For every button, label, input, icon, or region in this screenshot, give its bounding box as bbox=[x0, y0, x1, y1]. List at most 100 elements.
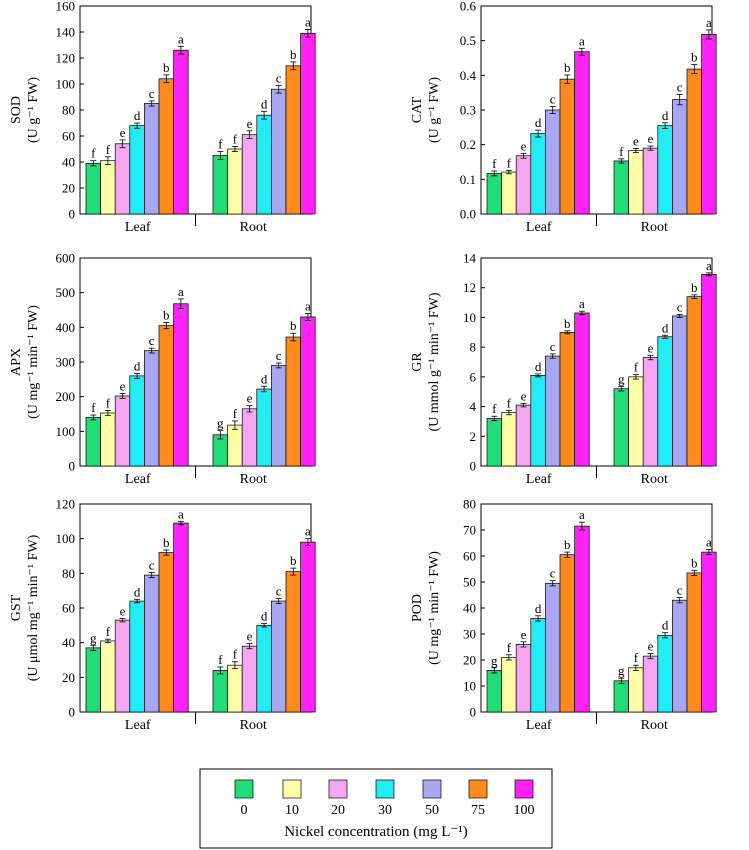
legend-item: 100 bbox=[514, 779, 535, 818]
legend-item: 10 bbox=[282, 779, 302, 818]
bar bbox=[173, 49, 189, 215]
significance-letter: c bbox=[149, 557, 155, 572]
y-axis-label-name: APX bbox=[9, 348, 24, 376]
bar bbox=[686, 296, 702, 467]
x-category-label: Root bbox=[641, 718, 668, 733]
bar bbox=[701, 34, 717, 215]
bar bbox=[613, 680, 629, 713]
significance-letter: e bbox=[521, 627, 527, 642]
significance-letter: a bbox=[706, 258, 712, 273]
significance-letter: d bbox=[535, 359, 542, 374]
significance-letter: b bbox=[691, 280, 698, 295]
significance-letter: a bbox=[305, 524, 311, 539]
significance-letter: e bbox=[648, 639, 654, 654]
y-tick-label: 10 bbox=[463, 310, 476, 325]
y-tick-label: 20 bbox=[62, 670, 75, 685]
bar bbox=[114, 395, 131, 467]
significance-letter: c bbox=[677, 79, 683, 94]
significance-letter: g bbox=[90, 630, 97, 645]
legend-item: 50 bbox=[422, 779, 442, 818]
y-axis-label-unit: (U μmol mg⁻¹ min⁻¹ FW) bbox=[26, 534, 41, 681]
significance-letter: f bbox=[91, 400, 96, 415]
significance-letter: c bbox=[276, 583, 282, 598]
significance-letter: e bbox=[247, 629, 253, 644]
significance-letter: d bbox=[261, 371, 268, 386]
bar bbox=[642, 655, 659, 713]
bar bbox=[256, 624, 272, 713]
y-tick-label: 12 bbox=[463, 280, 476, 295]
x-category-label: Root bbox=[240, 472, 267, 487]
legend-swatch bbox=[375, 779, 395, 799]
bar bbox=[85, 647, 101, 713]
bar bbox=[85, 417, 101, 467]
y-tick-label: 0 bbox=[470, 459, 477, 474]
y-tick-label: 40 bbox=[463, 601, 476, 616]
bar bbox=[256, 388, 272, 467]
significance-letter: d bbox=[662, 618, 669, 633]
legend-item: 0 bbox=[234, 779, 254, 818]
significance-letter: e bbox=[648, 131, 654, 146]
y-tick-label: 0 bbox=[69, 207, 76, 222]
significance-letter: f bbox=[233, 406, 238, 421]
legend-label: 100 bbox=[514, 803, 535, 818]
y-tick-label: 0.6 bbox=[460, 0, 477, 14]
significance-letter: a bbox=[178, 31, 184, 46]
bar bbox=[701, 273, 717, 467]
bar bbox=[158, 78, 174, 215]
bar bbox=[271, 88, 287, 215]
bar bbox=[285, 65, 301, 215]
y-tick-label: 100 bbox=[56, 531, 76, 546]
significance-letter: a bbox=[579, 296, 585, 311]
bar bbox=[515, 155, 532, 215]
significance-letter: b bbox=[290, 47, 297, 62]
legend-swatch bbox=[328, 779, 348, 799]
significance-letter: g bbox=[618, 372, 625, 387]
significance-letter: d bbox=[535, 115, 542, 130]
bar bbox=[628, 376, 644, 467]
significance-letter: e bbox=[648, 340, 654, 355]
bar bbox=[173, 522, 189, 713]
legend-swatch bbox=[422, 779, 442, 799]
legend-item: 30 bbox=[375, 779, 395, 818]
bar bbox=[227, 148, 243, 215]
y-tick-label: 20 bbox=[463, 653, 476, 668]
significance-letter: f bbox=[106, 624, 111, 639]
x-category-label: Leaf bbox=[125, 718, 151, 733]
significance-letter: g bbox=[491, 653, 498, 668]
significance-letter: f bbox=[634, 650, 639, 665]
y-axis-label-unit: (U g⁻¹ FW) bbox=[26, 77, 41, 143]
legend-item: 75 bbox=[468, 779, 488, 818]
significance-letter: f bbox=[507, 155, 512, 170]
bar bbox=[300, 316, 316, 467]
chart-panel-cat: 0.0 0.1 0.2 0.3 0.4 0.5 0.6 Leaf Root CAT (U g⁻¹ F… bbox=[410, 0, 717, 235]
significance-letter: f bbox=[634, 360, 639, 375]
bar bbox=[271, 365, 287, 467]
y-axis-label: POD (U mg⁻¹ min⁻¹ FW) bbox=[410, 551, 442, 665]
y-tick-label: 8 bbox=[470, 340, 477, 355]
y-tick-label: 120 bbox=[56, 497, 76, 512]
y-tick-label: 100 bbox=[56, 77, 76, 92]
significance-letter: f bbox=[218, 652, 223, 667]
chart-panel-apx: 0 100 200 300 400 500 600 Leaf Root APX (U mg⁻¹ mi… bbox=[9, 251, 316, 487]
bar bbox=[628, 150, 644, 215]
significance-letter: c bbox=[677, 583, 683, 598]
chart-panel-gst: 0 20 40 60 80 100 120 Leaf Root GST (U μmol mg⁻¹ m… bbox=[9, 497, 316, 733]
bar bbox=[545, 355, 561, 467]
legend-label: 30 bbox=[378, 803, 392, 818]
significance-letter: c bbox=[276, 70, 282, 85]
significance-letter: d bbox=[662, 320, 669, 335]
y-tick-label: 40 bbox=[62, 155, 75, 170]
significance-letter: e bbox=[521, 388, 527, 403]
significance-letter: f bbox=[91, 146, 96, 161]
y-tick-label: 60 bbox=[62, 129, 75, 144]
y-tick-label: 0.2 bbox=[460, 137, 476, 152]
y-tick-label: 80 bbox=[62, 566, 75, 581]
x-category-label: Root bbox=[641, 472, 668, 487]
significance-letter: b bbox=[691, 50, 698, 65]
bar bbox=[144, 103, 160, 215]
y-tick-label: 0 bbox=[69, 705, 76, 720]
significance-letter: g bbox=[217, 416, 224, 431]
bar bbox=[300, 32, 316, 215]
legend-item: 20 bbox=[328, 779, 348, 818]
bar bbox=[100, 412, 116, 467]
